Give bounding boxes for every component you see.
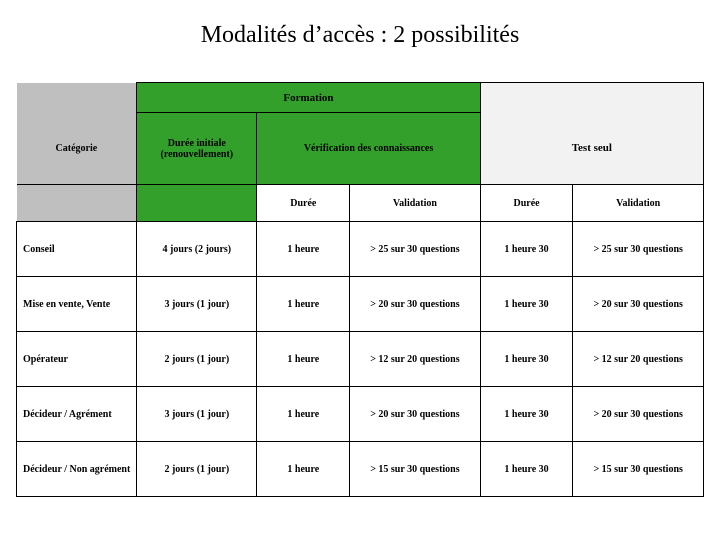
header-test-top (480, 83, 703, 113)
cell-t-duree: 1 heure 30 (480, 442, 573, 497)
cell-f-validation: > 25 sur 30 questions (350, 222, 481, 277)
cell-categorie: Conseil (17, 222, 137, 277)
access-table: Formation Catégorie Durée initiale(renou… (16, 82, 704, 497)
cell-duree-initiale: 2 jours (1 jour) (137, 442, 257, 497)
cell-duree-initiale: 2 jours (1 jour) (137, 332, 257, 387)
cell-categorie: Opérateur (17, 332, 137, 387)
table-row: Opérateur 2 jours (1 jour) 1 heure > 12 … (17, 332, 704, 387)
cell-f-duree: 1 heure (257, 222, 350, 277)
table: Formation Catégorie Durée initiale(renou… (16, 82, 704, 497)
cell-t-validation: > 12 sur 20 questions (573, 332, 704, 387)
cell-duree-initiale: 3 jours (1 jour) (137, 387, 257, 442)
cell-f-duree: 1 heure (257, 277, 350, 332)
cell-f-duree: 1 heure (257, 442, 350, 497)
header-formation: Formation (137, 83, 480, 113)
header-verification: Vérification des connaissances (257, 113, 480, 185)
cell-t-validation: > 25 sur 30 questions (573, 222, 704, 277)
header-row-main: Catégorie Durée initiale(renouvellement)… (17, 113, 704, 185)
header-duree-initiale: Durée initiale(renouvellement) (137, 113, 257, 185)
header-test-seul: Test seul (480, 113, 703, 185)
table-row: Conseil 4 jours (2 jours) 1 heure > 25 s… (17, 222, 704, 277)
cell-t-duree: 1 heure 30 (480, 332, 573, 387)
header-categorie: Catégorie (17, 113, 137, 185)
header-sub-t-duree: Durée (480, 185, 573, 222)
header-sub-t-validation: Validation (573, 185, 704, 222)
cell-f-duree: 1 heure (257, 332, 350, 387)
cell-categorie: Mise en vente, Vente (17, 277, 137, 332)
cell-f-duree: 1 heure (257, 387, 350, 442)
cell-duree-initiale: 3 jours (1 jour) (137, 277, 257, 332)
header-sub-f-duree: Durée (257, 185, 350, 222)
cell-f-validation: > 15 sur 30 questions (350, 442, 481, 497)
cell-f-validation: > 12 sur 20 questions (350, 332, 481, 387)
header-blank-sub-1 (17, 185, 137, 222)
cell-t-validation: > 20 sur 30 questions (573, 387, 704, 442)
cell-categorie: Décideur / Non agrément (17, 442, 137, 497)
header-duree-initiale-line1: Durée initiale(renouvellement) (161, 138, 234, 160)
cell-f-validation: > 20 sur 30 questions (350, 277, 481, 332)
cell-t-validation: > 20 sur 30 questions (573, 277, 704, 332)
header-row-formation: Formation (17, 83, 704, 113)
header-blank-top (17, 83, 137, 113)
cell-categorie: Décideur / Agrément (17, 387, 137, 442)
table-row: Mise en vente, Vente 3 jours (1 jour) 1 … (17, 277, 704, 332)
page-title: Modalités d’accès : 2 possibilités (0, 22, 720, 49)
cell-f-validation: > 20 sur 30 questions (350, 387, 481, 442)
cell-t-duree: 1 heure 30 (480, 277, 573, 332)
cell-t-duree: 1 heure 30 (480, 222, 573, 277)
table-row: Décideur / Agrément 3 jours (1 jour) 1 h… (17, 387, 704, 442)
table-row: Décideur / Non agrément 2 jours (1 jour)… (17, 442, 704, 497)
header-row-sub: Durée Validation Durée Validation (17, 185, 704, 222)
cell-duree-initiale: 4 jours (2 jours) (137, 222, 257, 277)
cell-t-duree: 1 heure 30 (480, 387, 573, 442)
cell-t-validation: > 15 sur 30 questions (573, 442, 704, 497)
header-sub-f-validation: Validation (350, 185, 481, 222)
header-blank-sub-2 (137, 185, 257, 222)
